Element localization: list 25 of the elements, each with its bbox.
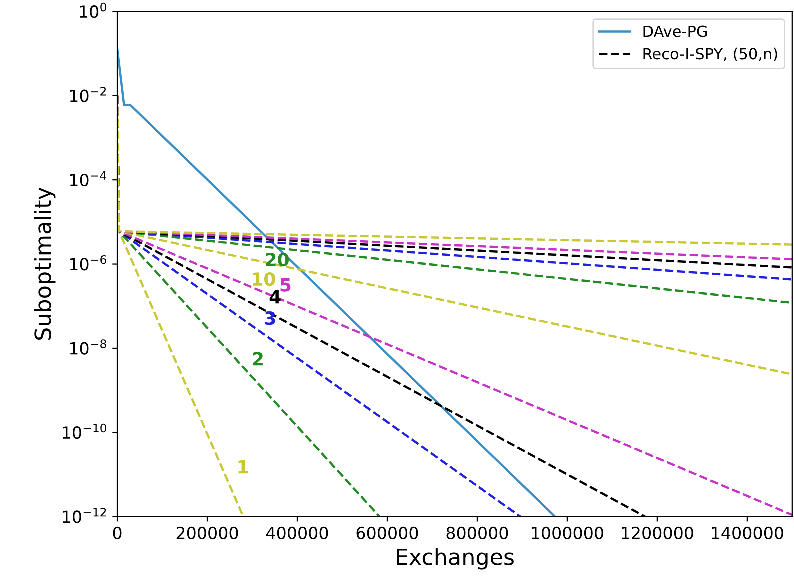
annotation: 1 [238, 460, 248, 474]
y-tick-label: 10$^{−2}$ [70, 87, 106, 102]
y-tick-label: 10$^{0}$ [80, 2, 106, 18]
y-tick-label: 10$^{−4}$ [70, 171, 107, 187]
legend-label: Reco-I-SPY, (50,n) [644, 48, 778, 62]
annotation: 3 [265, 311, 276, 326]
y-axis-title: Suboptimality [34, 188, 56, 340]
x-tick-label: 400000 [266, 526, 328, 540]
annotation: 5 [280, 278, 291, 292]
x-tick-label: 1400000 [712, 526, 784, 540]
annotation: 2 [253, 352, 263, 366]
x-tick-label: 1200000 [622, 526, 694, 540]
annotation: 20 [266, 253, 289, 267]
annotation: 10 [253, 272, 276, 286]
x-tick-label: 200000 [176, 526, 238, 540]
y-tick-label: 10$^{−10}$ [63, 424, 107, 440]
x-tick-label: 800000 [446, 526, 508, 540]
x-tick-label: 0 [113, 526, 122, 540]
y-tick-label: 10$^{−6}$ [70, 255, 106, 271]
x-tick-label: 600000 [356, 526, 418, 540]
x-tick-label: 1000000 [532, 526, 604, 540]
y-tick-label: 10$^{−12}$ [63, 508, 106, 524]
legend-label: DAve-PG [644, 26, 708, 38]
y-tick-label: 10$^{−8}$ [70, 340, 106, 355]
x-axis-title: Exchanges [397, 548, 514, 570]
